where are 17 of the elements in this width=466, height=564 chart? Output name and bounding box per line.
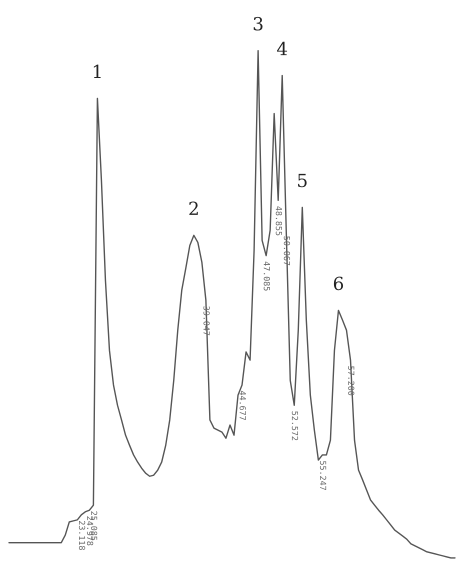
annotation: 23.118: [78, 520, 86, 550]
annotation: 24.978: [86, 516, 94, 546]
annotation: 5: [298, 174, 307, 188]
annotation: 47.085: [264, 262, 270, 291]
annotation: 2: [189, 202, 198, 215]
annotation: 55.247: [320, 461, 326, 490]
annotation: 52.572: [292, 411, 298, 440]
annotation: 4: [277, 42, 288, 56]
annotation: 57.200: [348, 366, 354, 396]
annotation: 6: [334, 276, 344, 290]
annotation: 48.855: [276, 206, 282, 236]
annotation: 39.047: [203, 306, 210, 336]
annotation: 50.067: [284, 236, 290, 266]
annotation: 25.085: [90, 511, 98, 540]
text: 3: [254, 16, 263, 31]
annotation: 44.677: [240, 390, 246, 420]
annotation: 1: [94, 64, 101, 78]
